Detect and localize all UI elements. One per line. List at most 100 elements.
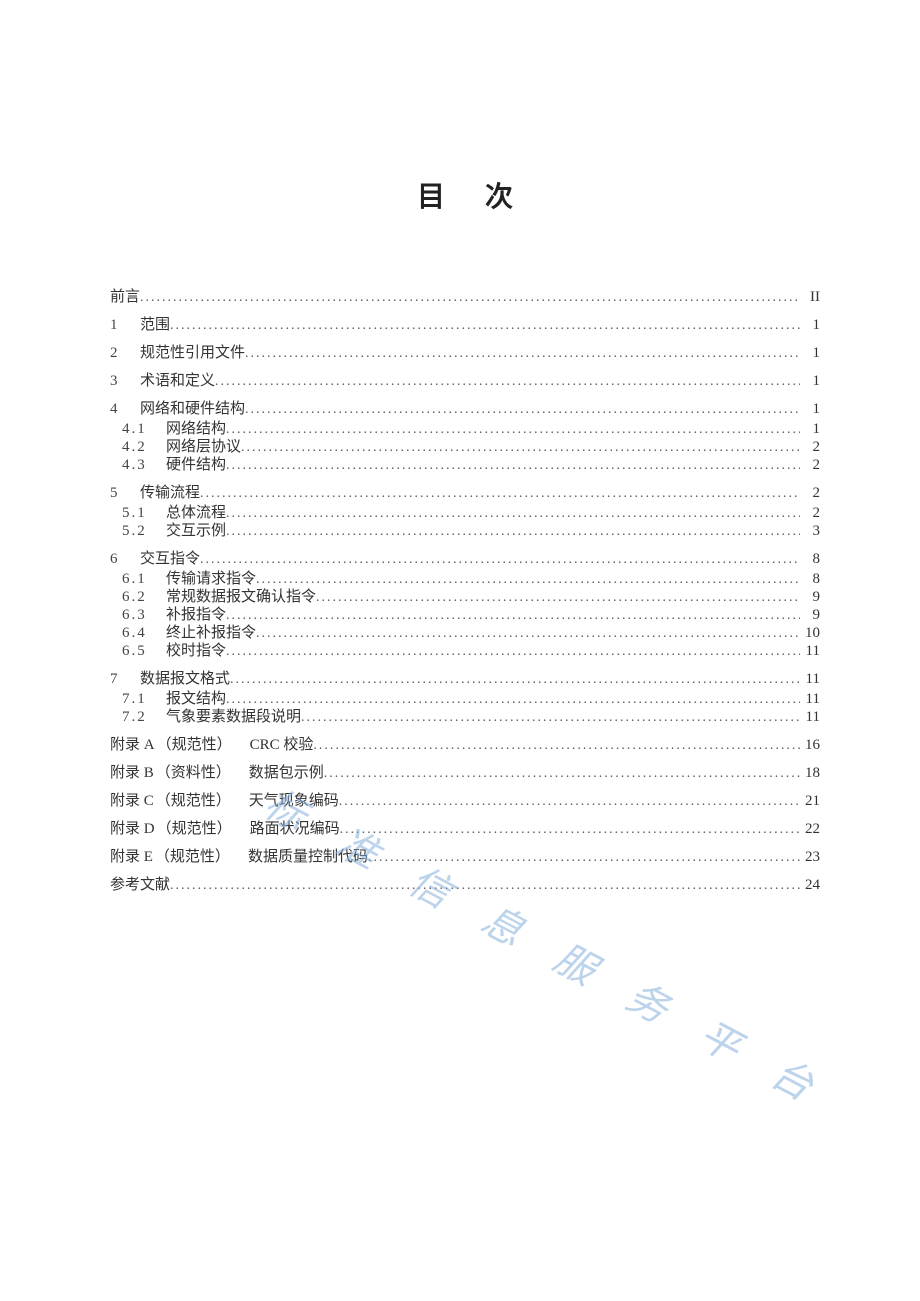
toc-entry: 6.5校时指令11	[110, 644, 820, 659]
toc-leader-dots	[340, 823, 800, 837]
toc-entry: 3术语和定义1	[110, 374, 820, 389]
toc-entry: 附录 C（规范性） 天气现象编码 21	[110, 794, 820, 809]
toc-leader-dots	[256, 573, 800, 587]
toc-page-number: 23	[802, 850, 820, 865]
toc-label: 参考文献	[110, 878, 170, 893]
toc-leader-dots	[226, 645, 800, 659]
toc-leader-dots	[230, 673, 800, 687]
toc-label: CRC 校验	[250, 738, 314, 753]
toc-label: 交互示例	[166, 524, 226, 539]
toc-leader-dots	[226, 423, 800, 437]
toc-entry: 2规范性引用文件1	[110, 346, 820, 361]
toc-number: 2	[110, 346, 140, 361]
toc-appendix-type: （规范性）	[156, 794, 231, 809]
toc-appendix-label: 附录 B	[110, 766, 154, 781]
toc-leader-dots	[215, 375, 800, 389]
toc-number: 7.1	[122, 692, 166, 707]
toc-label: 校时指令	[166, 644, 226, 659]
toc-entry: 7数据报文格式11	[110, 672, 820, 687]
toc-leader-dots	[368, 851, 800, 865]
toc-leader-dots	[170, 319, 800, 333]
toc-entry: 5.2交互示例 3	[110, 524, 820, 539]
toc-number: 5	[110, 486, 140, 501]
toc-page-number: 1	[802, 422, 820, 437]
toc-number: 6.2	[122, 590, 166, 605]
toc-page-number: 11	[802, 710, 820, 725]
toc-page-number: 1	[802, 346, 820, 361]
toc-entry: 6交互指令8	[110, 552, 820, 567]
toc-label: 传输流程	[140, 486, 200, 501]
toc-label: 网络和硬件结构	[140, 402, 245, 417]
toc-leader-dots	[245, 347, 800, 361]
toc-page-number: 1	[802, 374, 820, 389]
toc-entry: 6.4终止补报指令 10	[110, 626, 820, 641]
toc-entry: 6.1传输请求指令8	[110, 572, 820, 587]
toc-label: 数据质量控制代码	[248, 850, 368, 865]
toc-page-number: II	[802, 290, 820, 305]
toc-page-number: 9	[802, 608, 820, 623]
toc-page-number: 2	[802, 486, 820, 501]
toc-number: 6	[110, 552, 140, 567]
toc-page-number: 16	[802, 738, 820, 753]
toc-appendix-type: （规范性）	[157, 738, 232, 753]
toc-page-number: 11	[802, 692, 820, 707]
toc-entry: 6.2常规数据报文确认指令9	[110, 590, 820, 605]
toc-page-number: 21	[802, 794, 820, 809]
toc-leader-dots	[324, 767, 800, 781]
toc-entry: 5传输流程 2	[110, 486, 820, 501]
toc-label: 气象要素数据段说明	[166, 710, 301, 725]
toc-label: 数据包示例	[249, 766, 324, 781]
toc-leader-dots	[226, 525, 800, 539]
toc-page-number: 9	[802, 590, 820, 605]
toc-leader-dots	[245, 403, 800, 417]
toc-entry: 7.2气象要素数据段说明11	[110, 710, 820, 725]
toc-number: 4.1	[122, 422, 166, 437]
toc-entry: 5.1总体流程2	[110, 506, 820, 521]
toc-leader-dots	[200, 553, 800, 567]
toc-number: 3	[110, 374, 140, 389]
toc-number: 7	[110, 672, 140, 687]
toc-leader-dots	[226, 609, 800, 623]
toc-leader-dots	[226, 459, 800, 473]
toc-leader-dots	[316, 591, 800, 605]
toc-label: 范围	[140, 318, 170, 333]
toc-appendix-type: （资料性）	[156, 766, 231, 781]
toc-leader-dots	[313, 739, 800, 753]
toc-leader-dots	[301, 711, 800, 725]
toc-label: 数据报文格式	[140, 672, 230, 687]
toc-label: 路面状况编码	[250, 822, 340, 837]
toc-label: 终止补报指令	[166, 626, 256, 641]
toc-page-number: 2	[802, 506, 820, 521]
toc-page-number: 3	[802, 524, 820, 539]
toc-leader-dots	[241, 441, 800, 455]
toc-number: 4.2	[122, 440, 166, 455]
toc-page-number: 1	[802, 318, 820, 333]
toc-appendix-label: 附录 C	[110, 794, 154, 809]
toc-label: 网络层协议	[166, 440, 241, 455]
toc-number: 5.2	[122, 524, 166, 539]
toc-entry: 前言II	[110, 290, 820, 305]
toc-entry: 4网络和硬件结构1	[110, 402, 820, 417]
toc-page-number: 1	[802, 402, 820, 417]
table-of-contents: 前言II1范围12规范性引用文件13术语和定义14网络和硬件结构14.1网络结构…	[110, 290, 820, 893]
toc-entry: 附录 B（资料性）数据包示例18	[110, 766, 820, 781]
toc-number: 5.1	[122, 506, 166, 521]
toc-label: 硬件结构	[166, 458, 226, 473]
toc-entry: 附录 E（规范性）数据质量控制代码23	[110, 850, 820, 865]
toc-page-number: 2	[802, 458, 820, 473]
toc-appendix-type: （规范性）	[157, 822, 232, 837]
toc-number: 6.4	[122, 626, 166, 641]
toc-entry: 附录 D（规范性）路面状况编码22	[110, 822, 820, 837]
title-char-1: 目	[417, 181, 445, 212]
toc-leader-dots	[339, 795, 800, 809]
toc-entry: 4.2网络层协议2	[110, 440, 820, 455]
toc-label: 报文结构	[166, 692, 226, 707]
toc-leader-dots	[200, 487, 800, 501]
toc-page-number: 8	[802, 572, 820, 587]
toc-label: 交互指令	[140, 552, 200, 567]
toc-entry: 6.3补报指令9	[110, 608, 820, 623]
page-container: 目次 前言II1范围12规范性引用文件13术语和定义14网络和硬件结构14.1网…	[0, 0, 920, 893]
toc-leader-dots	[140, 291, 800, 305]
toc-label: 天气现象编码	[249, 794, 339, 809]
toc-page-number: 10	[802, 626, 820, 641]
